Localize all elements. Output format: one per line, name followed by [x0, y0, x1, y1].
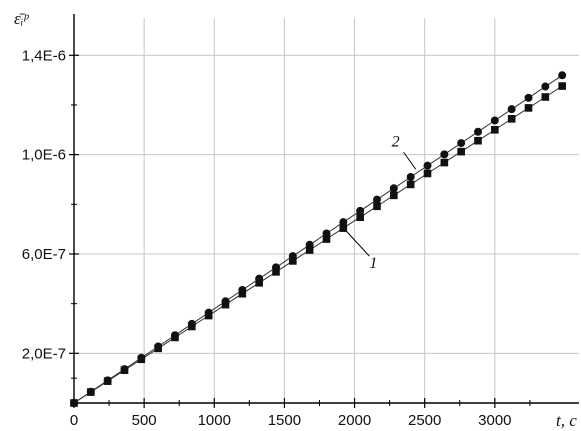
point-series-1-17	[356, 213, 364, 222]
point-series-2-2	[103, 376, 112, 385]
point-series-2-27	[524, 93, 533, 102]
point-series-2-18	[373, 195, 381, 204]
point-series-2-29	[558, 71, 567, 80]
point-series-1-29	[558, 82, 566, 90]
point-series-2-22	[440, 150, 449, 159]
point-series-2-5	[154, 342, 163, 351]
point-series-1-26	[507, 115, 516, 123]
point-series-1-16	[339, 224, 348, 232]
point-series-1-22	[440, 158, 449, 167]
point-series-1-23	[457, 147, 465, 156]
annotation-label-2: 2	[392, 133, 400, 150]
y-tick-label-0: 2,0E-7	[22, 345, 66, 362]
point-series-2-12	[272, 263, 280, 272]
point-series-2-26	[507, 105, 516, 114]
x-tick-label-2: 1000	[198, 412, 231, 429]
point-series-2-8	[204, 308, 213, 317]
point-series-2-11	[255, 274, 264, 283]
point-series-2-0	[70, 399, 78, 407]
annotation-label-1: 1	[369, 255, 377, 272]
point-series-1-20	[406, 180, 415, 189]
point-series-2-4	[137, 353, 146, 362]
point-series-2-17	[356, 206, 365, 215]
point-series-2-19	[389, 184, 398, 193]
tick-labels: 2,0E-7 6,0E-7 1,0E-6 1,4E-6 0 500 1000 1500 2000…	[22, 47, 512, 429]
series-group	[70, 71, 567, 407]
x-tick-label-5: 2500	[408, 412, 441, 429]
point-series-2-7	[187, 319, 196, 328]
y-tick-label-2: 1,0E-6	[22, 147, 66, 164]
x-tick-label-3: 1500	[268, 412, 301, 429]
point-series-2-25	[490, 116, 499, 125]
point-series-1-19	[390, 191, 398, 200]
point-series-2-3	[120, 365, 129, 374]
y-tick-label-3: 1,4E-6	[22, 47, 66, 64]
point-series-1-25	[491, 125, 499, 134]
annotation-leader-1	[345, 230, 370, 257]
point-series-1-21	[423, 169, 432, 178]
point-series-1-28	[541, 93, 550, 101]
x-tick-label-1: 500	[132, 412, 157, 429]
point-series-2-21	[423, 161, 432, 170]
point-series-1-13	[289, 257, 297, 265]
point-series-1-18	[373, 202, 381, 211]
point-series-1-24	[474, 136, 482, 145]
grid	[74, 18, 579, 403]
point-series-2-20	[406, 172, 415, 181]
point-series-2-15	[322, 229, 331, 238]
point-series-2-14	[305, 240, 314, 249]
x-tick-label-4: 2000	[338, 412, 371, 429]
annotation-leader-2	[403, 151, 417, 170]
axes	[69, 14, 579, 408]
x-tick-label-0: 0	[70, 412, 78, 429]
series-line-1	[73, 85, 563, 404]
point-series-2-13	[288, 252, 297, 261]
x-tick-label-6: 3000	[478, 412, 511, 429]
point-series-2-24	[474, 127, 482, 136]
point-series-2-10	[238, 285, 247, 294]
point-series-2-6	[171, 331, 179, 340]
point-series-2-1	[86, 387, 95, 396]
point-series-1-11	[255, 278, 263, 287]
point-series-1-15	[322, 235, 331, 243]
point-series-2-23	[457, 139, 466, 148]
y-tick-label-1: 6,0E-7	[22, 246, 66, 263]
point-series-2-16	[339, 218, 348, 227]
x-axis-label: t, c	[556, 411, 577, 430]
series-line-2	[73, 74, 563, 404]
point-series-1-12	[272, 268, 280, 276]
point-series-2-28	[541, 82, 550, 91]
point-series-1-27	[524, 104, 533, 112]
annotations: 12	[345, 133, 417, 272]
point-series-1-14	[305, 246, 314, 254]
point-series-2-9	[221, 297, 230, 306]
y-axis-label: ε̄ᵢᵖ	[14, 9, 29, 28]
